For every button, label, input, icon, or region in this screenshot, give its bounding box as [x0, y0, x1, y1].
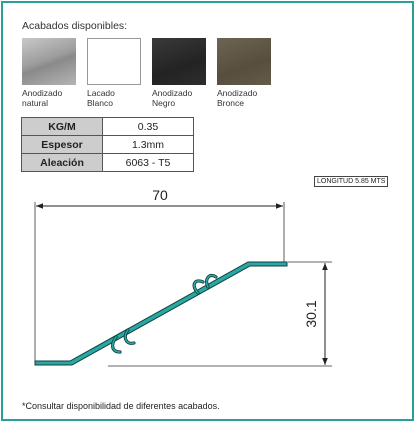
spec-value: 6063 - T5	[102, 153, 194, 172]
swatch-anodizado-bronce	[217, 38, 271, 85]
finishes-heading: Acabados disponibles:	[22, 20, 128, 32]
swatch-label-bronce: Anodizado Bronce	[217, 88, 258, 108]
spec-value: 0.35	[102, 117, 194, 136]
spec-value: 1.3mm	[102, 135, 194, 154]
profile-clip-upper-fill	[193, 274, 217, 294]
swatch-anodizado-natural	[22, 38, 76, 85]
spec-key: Aleación	[21, 153, 103, 172]
height-dimension-label: 30.1	[303, 300, 319, 327]
swatch-label-blanco: Lacado Blanco	[87, 88, 115, 108]
swatch-label-negro: Anodizado Negro	[152, 88, 193, 108]
swatch-label-natural: Anodizado natural	[22, 88, 63, 108]
specs-row: Aleación 6063 - T5	[21, 153, 194, 172]
aluminum-profile	[34, 261, 288, 366]
spec-key: Espesor	[21, 135, 103, 154]
swatch-anodizado-negro	[152, 38, 206, 85]
length-label: LONGITUD 5.85 MTS	[314, 176, 389, 187]
swatch-lacado-blanco	[87, 38, 141, 85]
specs-row: Espesor 1.3mm	[21, 135, 194, 154]
profile-body	[34, 261, 288, 366]
finishes-footnote: *Consultar disponibilidad de diferentes …	[22, 401, 220, 411]
profile-clip-lower-fill	[111, 329, 135, 353]
width-dimension-label: 70	[152, 187, 168, 203]
specs-table: KG/M 0.35 Espesor 1.3mm Aleación 6063 - …	[21, 117, 194, 172]
